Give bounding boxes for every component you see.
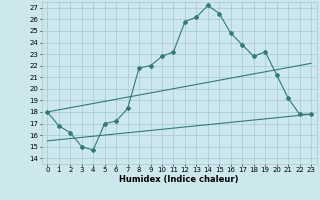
X-axis label: Humidex (Indice chaleur): Humidex (Indice chaleur) [119,175,239,184]
